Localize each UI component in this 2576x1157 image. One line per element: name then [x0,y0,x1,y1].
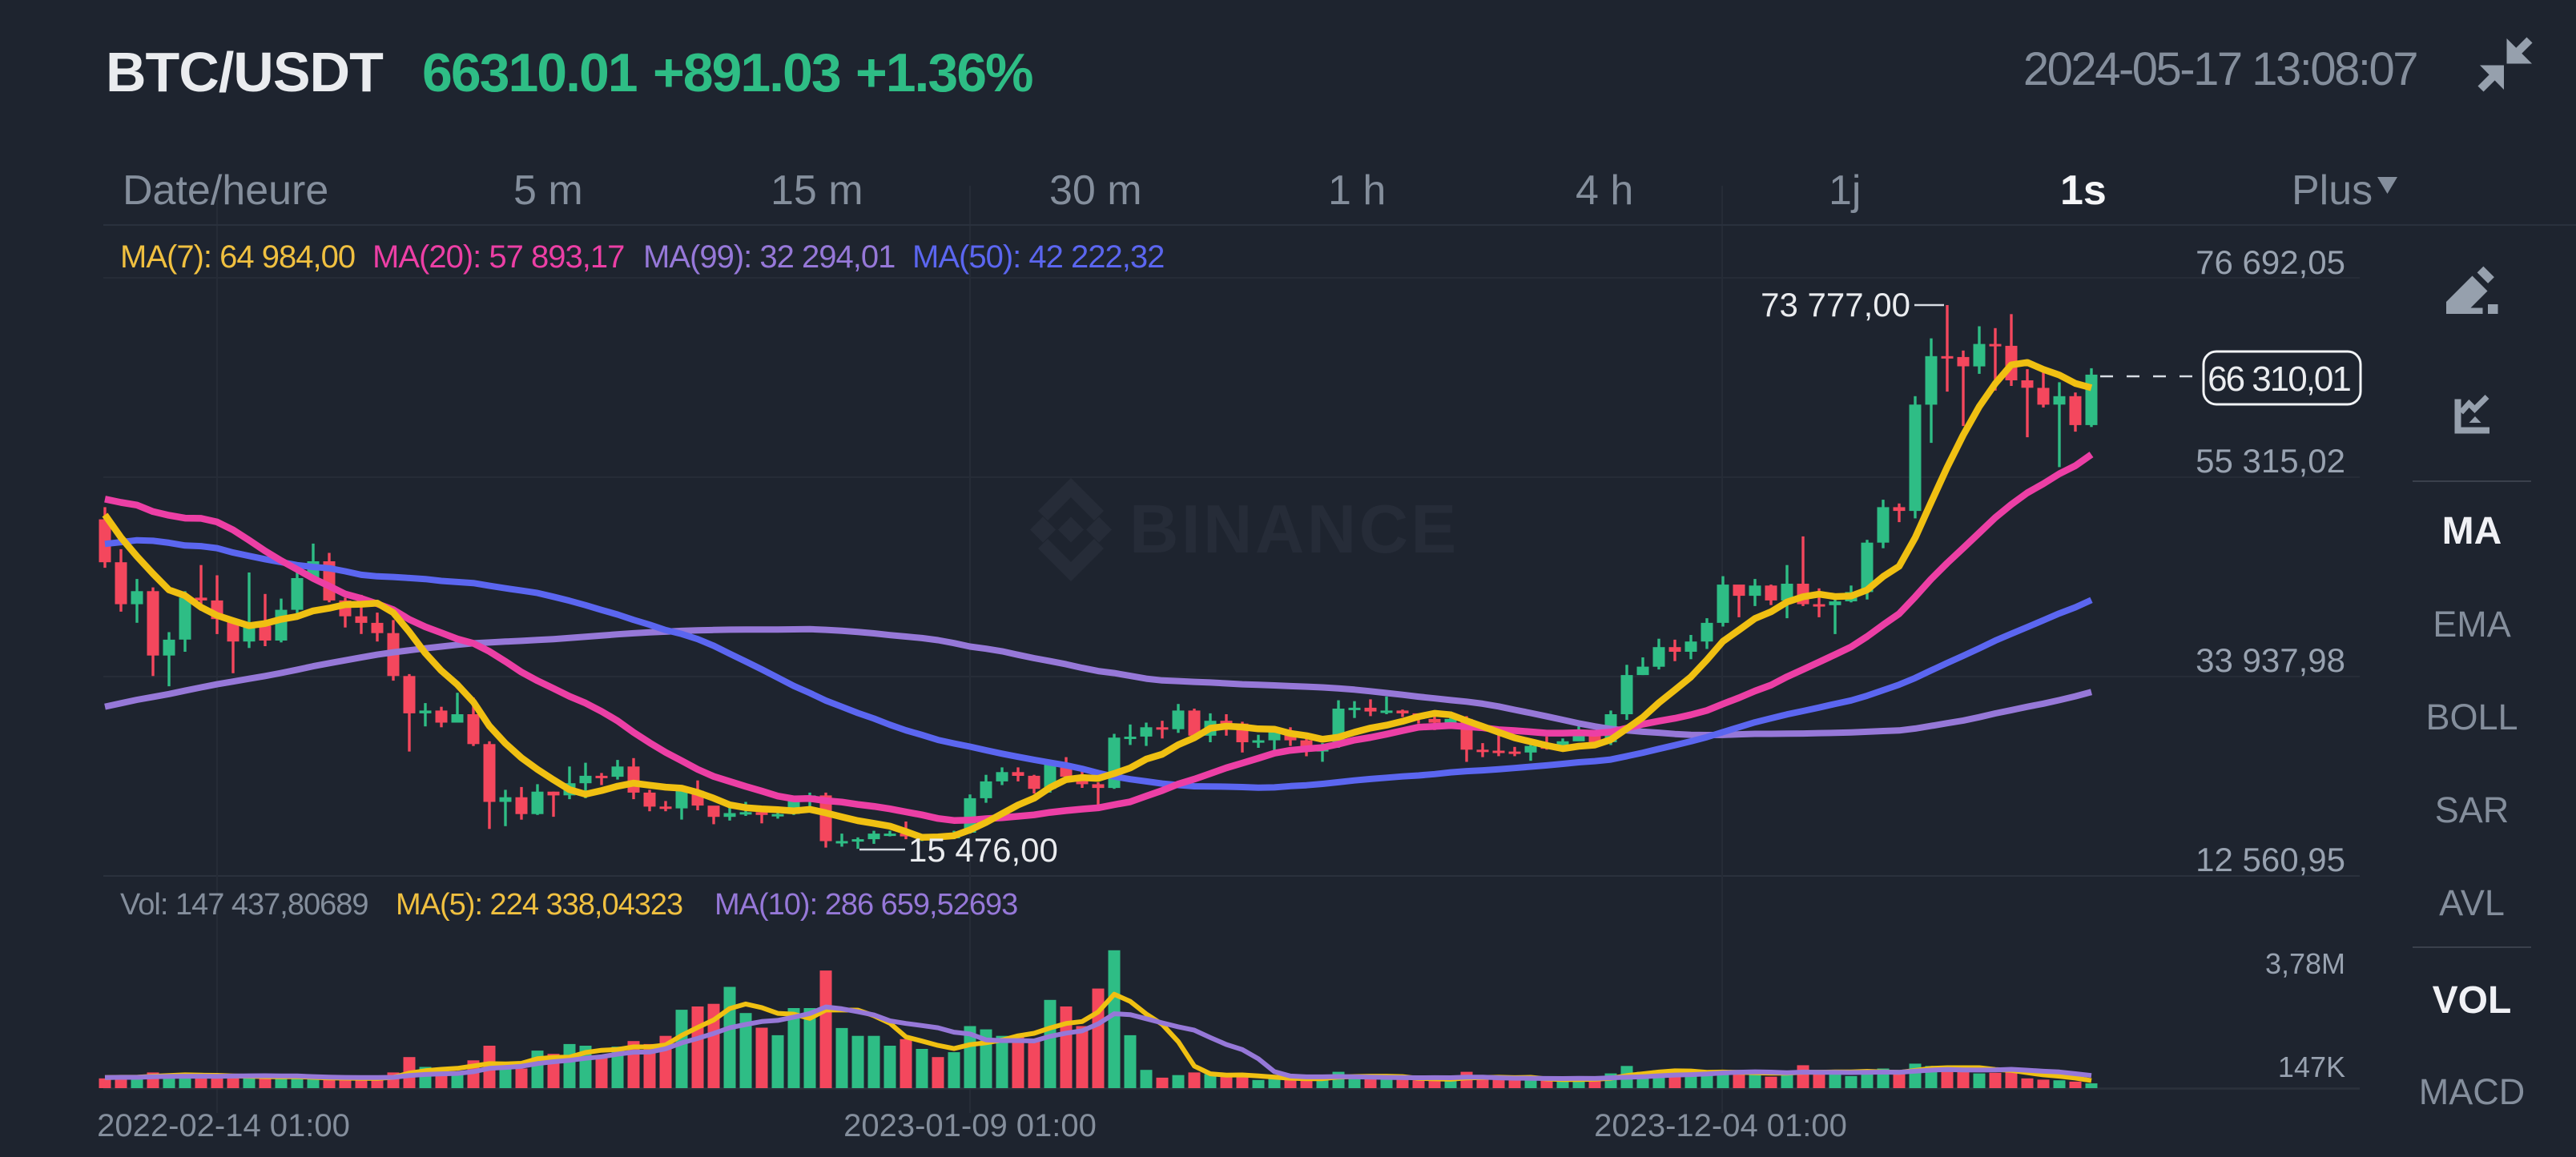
svg-text:AVL: AVL [2439,882,2505,923]
svg-text:+891.03: +891.03 [653,42,840,103]
svg-text:Vol: 147 437,80689: Vol: 147 437,80689 [120,888,368,922]
svg-text:1 h: 1 h [1328,167,1386,214]
svg-text:BTC/USDT: BTC/USDT [106,41,383,103]
svg-text:15 476,00: 15 476,00 [908,831,1058,869]
svg-text:MACD: MACD [2419,1071,2526,1112]
svg-text:SAR: SAR [2435,789,2510,830]
svg-text:Plus: Plus [2292,167,2373,214]
svg-text:BINANCE: BINANCE [1129,492,1459,568]
svg-text:VOL: VOL [2433,979,2512,1022]
svg-text:3,78M: 3,78M [2265,947,2345,980]
svg-text:MA(20): 57 893,17: MA(20): 57 893,17 [372,239,624,275]
svg-text:66 310,01: 66 310,01 [2208,360,2350,399]
svg-text:MA(50): 42 222,32: MA(50): 42 222,32 [912,239,1164,275]
svg-text:12 560,95: 12 560,95 [2196,841,2345,878]
svg-text:33 937,98: 33 937,98 [2196,641,2345,679]
svg-text:1s: 1s [2060,167,2107,214]
svg-text:+1.36%: +1.36% [855,42,1032,103]
svg-text:2023-01-09 01:00: 2023-01-09 01:00 [843,1108,1097,1143]
svg-text:30 m: 30 m [1049,167,1142,214]
svg-text:MA(99): 32 294,01: MA(99): 32 294,01 [643,239,895,275]
svg-text:76 692,05: 76 692,05 [2196,243,2345,281]
svg-text:EMA: EMA [2433,604,2511,645]
svg-text:1j: 1j [1829,167,1861,214]
svg-text:4 h: 4 h [1576,167,1633,214]
svg-text:MA(10): 286 659,52693: MA(10): 286 659,52693 [714,888,1017,922]
svg-text:15 m: 15 m [771,167,863,214]
svg-text:Date/heure: Date/heure [123,167,328,214]
svg-text:MA(5): 224 338,04323: MA(5): 224 338,04323 [396,888,682,922]
svg-text:5 m: 5 m [513,167,583,214]
svg-text:2022-02-14 01:00: 2022-02-14 01:00 [97,1108,350,1143]
svg-text:BOLL: BOLL [2425,697,2518,737]
svg-text:2023-12-04 01:00: 2023-12-04 01:00 [1594,1108,1847,1143]
svg-text:147K: 147K [2278,1051,2345,1083]
svg-text:66310.01: 66310.01 [422,42,637,103]
svg-text:2024-05-17 13:08:07: 2024-05-17 13:08:07 [2023,43,2417,95]
svg-text:MA: MA [2442,510,2502,552]
svg-text:73 777,00: 73 777,00 [1761,286,1910,323]
svg-text:55 315,02: 55 315,02 [2196,442,2345,480]
svg-text:MA(7): 64 984,00: MA(7): 64 984,00 [120,239,355,275]
